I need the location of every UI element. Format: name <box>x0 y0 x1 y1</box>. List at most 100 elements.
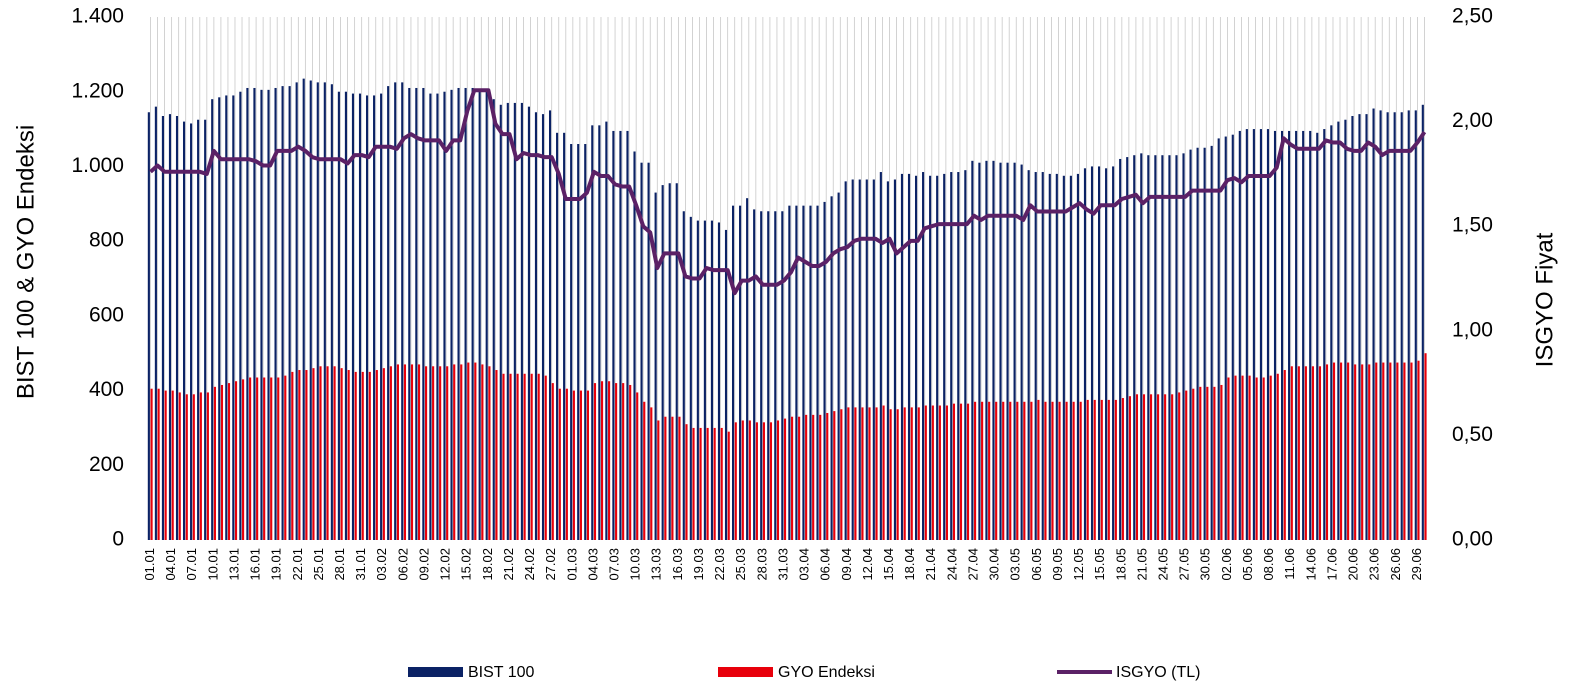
bar <box>1396 362 1399 540</box>
bar <box>171 390 174 540</box>
x-tick-label: 28.01 <box>332 548 347 581</box>
bar <box>1400 112 1403 540</box>
bar <box>837 192 840 541</box>
bar <box>464 87 467 540</box>
y2-tick-label: 2,00 <box>1452 109 1493 132</box>
legend-label: ISGYO (TL) <box>1116 664 1200 681</box>
bar <box>175 115 179 540</box>
bar <box>1199 386 1202 540</box>
bar <box>1203 147 1206 540</box>
bar <box>760 211 763 540</box>
bar <box>882 405 885 540</box>
bar <box>654 192 657 541</box>
bar <box>952 403 956 540</box>
bar <box>734 422 737 540</box>
bar <box>1414 110 1417 541</box>
bar <box>1196 147 1199 540</box>
bar <box>872 179 875 540</box>
bar <box>380 93 383 540</box>
bar <box>499 104 502 541</box>
bar <box>1171 394 1174 540</box>
bar <box>556 132 559 541</box>
bar <box>795 205 798 540</box>
bar <box>861 407 864 540</box>
bar <box>410 364 414 540</box>
bar <box>1086 399 1089 540</box>
bar <box>1192 388 1195 540</box>
bar <box>358 93 362 540</box>
x-tick-label: 28.03 <box>754 548 769 581</box>
bar <box>1309 130 1312 541</box>
bar <box>570 144 573 540</box>
bar <box>907 173 911 540</box>
bar <box>622 383 625 540</box>
bar <box>403 364 407 540</box>
bar <box>1375 362 1378 540</box>
bar <box>605 121 608 540</box>
bar <box>450 89 453 540</box>
bar <box>1154 155 1157 540</box>
bar <box>1090 166 1094 540</box>
bar <box>558 388 561 540</box>
bar <box>1410 362 1413 540</box>
x-tick-label: 15.02 <box>459 548 474 581</box>
bar <box>1323 129 1326 541</box>
bar <box>443 91 446 540</box>
bar <box>439 366 442 540</box>
bar <box>591 125 594 540</box>
bar <box>326 366 329 540</box>
bar <box>1316 132 1319 541</box>
bar <box>471 87 474 540</box>
bar <box>1361 364 1364 540</box>
bar <box>945 405 948 540</box>
bar <box>368 371 371 540</box>
x-tick-label: 25.01 <box>311 548 326 581</box>
x-tick-label: 04.03 <box>585 548 600 581</box>
x-tick-label: 16.03 <box>670 548 685 581</box>
x-tick-label: 03.05 <box>1008 548 1023 581</box>
bar <box>492 99 495 540</box>
bar <box>291 371 294 540</box>
x-tick-label: 26.06 <box>1388 548 1403 581</box>
bar <box>168 114 172 540</box>
bar <box>253 87 256 540</box>
x-tick-label: 05.06 <box>1240 548 1255 581</box>
bar <box>957 172 960 540</box>
bar <box>1382 362 1385 540</box>
bar <box>833 411 836 540</box>
x-tick-label: 17.06 <box>1324 548 1339 581</box>
bar <box>277 377 280 540</box>
bar <box>974 401 977 540</box>
bar <box>1128 396 1131 540</box>
bar <box>1379 110 1382 541</box>
bar <box>668 183 671 540</box>
bar <box>826 412 829 540</box>
bar <box>551 383 554 540</box>
y2-tick-label: 1,50 <box>1452 214 1493 237</box>
bar <box>520 102 523 541</box>
bar <box>213 386 216 540</box>
bar <box>1386 112 1389 540</box>
bar <box>1368 364 1371 540</box>
y-tick-label: 600 <box>89 303 124 326</box>
x-tick-label: 06.05 <box>1029 548 1044 581</box>
bar <box>361 371 364 540</box>
y-tick-label: 0 <box>112 528 124 551</box>
bar <box>682 211 685 540</box>
x-tick-label: 18.04 <box>902 548 917 581</box>
bar <box>1217 138 1220 541</box>
bar <box>1161 155 1164 540</box>
bar <box>657 420 660 540</box>
bar <box>312 368 315 540</box>
x-tick-label: 21.05 <box>1134 548 1149 581</box>
bar <box>593 383 597 540</box>
bar <box>232 95 235 540</box>
bar <box>1325 364 1329 540</box>
x-tick-label: 30.04 <box>987 548 1002 581</box>
bar <box>615 383 618 540</box>
bar <box>309 80 312 540</box>
bar <box>896 409 899 540</box>
bar <box>950 172 953 540</box>
bar <box>629 384 632 540</box>
bar <box>929 175 932 540</box>
